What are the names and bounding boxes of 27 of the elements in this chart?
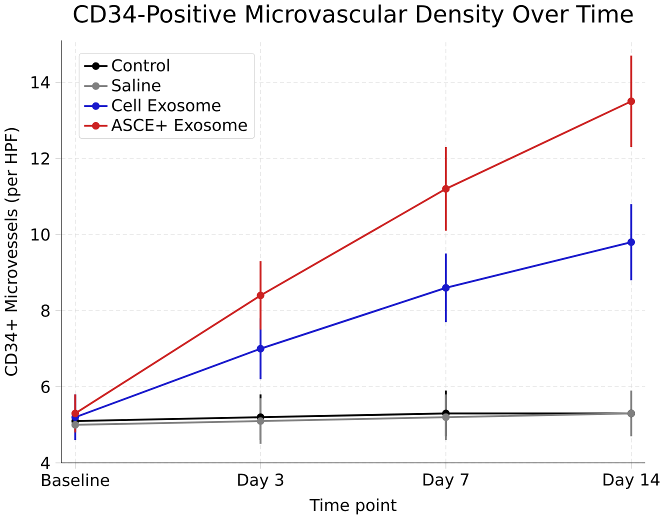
chart-title: CD34-Positive Microvascular Density Over Time <box>74 4 633 28</box>
y-tick-label: 8 <box>41 304 50 317</box>
legend-label: Saline <box>112 78 160 92</box>
x-tick-label: Day 7 <box>423 474 468 489</box>
legend-label: Cell Exosome <box>112 98 220 112</box>
x-axis-title: Time point <box>310 498 396 514</box>
point <box>442 284 450 292</box>
y-tick-label: 6 <box>41 380 50 394</box>
point <box>627 238 636 246</box>
y-tick-label: 14 <box>32 76 50 88</box>
point <box>256 344 264 353</box>
y-axis-title: CD34+ Microvessels (per HPF) <box>4 128 20 376</box>
point <box>71 421 80 429</box>
point <box>256 292 264 300</box>
x-tick-label: Day 3 <box>238 474 284 490</box>
y-tick-label: 10 <box>32 228 50 241</box>
legend-label: ASCE+ Exosome <box>111 118 247 132</box>
y-tick-label: 4 <box>41 456 50 469</box>
point <box>627 98 636 106</box>
point <box>256 417 264 425</box>
x-tick-label: Day 14 <box>604 474 660 489</box>
point <box>442 185 450 193</box>
legend-label: Control <box>112 58 169 72</box>
point <box>442 413 450 422</box>
point <box>71 410 80 418</box>
y-tick-label: 12 <box>32 152 50 165</box>
x-tick-label: Baseline <box>42 474 110 486</box>
